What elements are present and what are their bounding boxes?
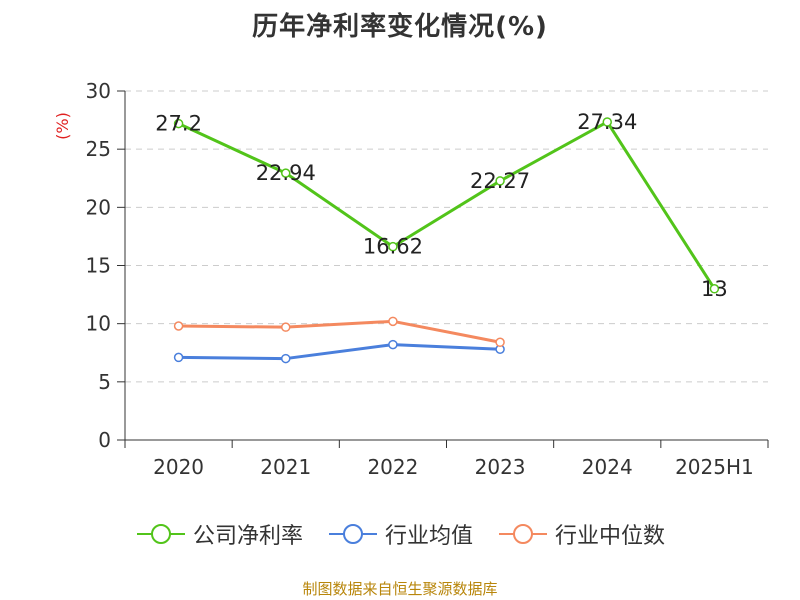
x-tick-label: 2020 [153, 455, 204, 479]
data-point [173, 118, 184, 129]
legend-marker [342, 524, 363, 544]
x-tick-label: 2025H1 [675, 455, 754, 479]
y-tick-label: 20 [86, 195, 111, 219]
legend-label: 公司净利率 [192, 524, 303, 549]
data-label: 22.27 [470, 169, 530, 193]
series-layer [173, 117, 720, 364]
data-point [388, 241, 398, 252]
data-point [281, 168, 291, 178]
data-point [281, 353, 291, 364]
series-line-1 [178, 343, 501, 361]
y-tick-label: 5 [98, 370, 111, 394]
legend-item-1[interactable]: 行业均值 [327, 518, 473, 550]
y-tick-label: 10 [86, 312, 111, 336]
x-tick-label: 2022 [367, 455, 418, 479]
legend-swatch-icon [328, 524, 377, 544]
data-point [495, 337, 505, 348]
data-point [388, 339, 398, 350]
legend-label: 行业均值 [384, 524, 473, 549]
data-label: 27.2 [155, 112, 202, 136]
legend-label: 行业中位数 [555, 524, 666, 549]
data-point [495, 176, 505, 186]
y-tick-label: 0 [98, 428, 111, 452]
x-tick-label: 2023 [475, 455, 526, 479]
data-point [173, 352, 184, 363]
data-point [173, 321, 184, 331]
data-point [709, 284, 720, 294]
legend-swatch-icon [499, 524, 547, 544]
grid-lines [125, 90, 768, 383]
data-label: 22.94 [256, 161, 316, 185]
y-axis-label: (%) [53, 112, 72, 140]
chart-title: 历年净利率变化情况(%) [252, 12, 548, 42]
x-tick-label: 2024 [582, 455, 633, 479]
y-tick-label: 30 [86, 79, 111, 103]
series-line-2 [178, 319, 501, 344]
data-point [281, 322, 291, 332]
legend-marker [513, 524, 533, 544]
legend-item-0[interactable]: 公司净利率 [135, 518, 303, 550]
axes: 0 5 10 15 20 25 30 2020 2021 2022 2023 2024 2025H1 [86, 79, 769, 479]
data-label: 16.62 [363, 235, 423, 259]
data-point [388, 316, 398, 327]
legend: 公司净利率 行业均值 行业中位数 [0, 518, 800, 550]
legend-swatch-icon [136, 524, 185, 544]
data-label: 13 [701, 277, 728, 301]
y-tick-label: 25 [86, 137, 111, 161]
series-line-0 [177, 120, 716, 290]
legend-item-2[interactable]: 行业中位数 [497, 518, 665, 550]
data-point [602, 117, 612, 127]
source-note: 制图数据来自恒生聚源数据库 [302, 580, 498, 598]
data-labels: 27.2 22.94 16.62 22.27 27.34 13 [155, 110, 728, 301]
data-label: 27.34 [577, 110, 637, 134]
y-tick-label: 15 [86, 254, 111, 278]
legend-marker [150, 524, 171, 544]
x-tick-label: 2021 [260, 455, 311, 479]
